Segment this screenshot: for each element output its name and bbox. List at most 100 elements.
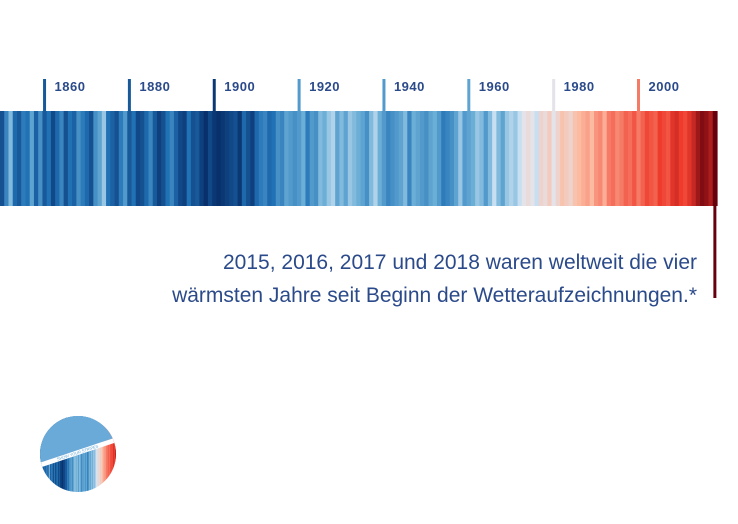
stripe-2004 <box>653 111 659 206</box>
stripe-2010 <box>678 111 684 206</box>
logo-stripe <box>115 416 116 492</box>
caption-line-1: 2015, 2016, 2017 und 2018 waren weltweit… <box>223 251 697 274</box>
stripe-1956 <box>449 111 455 206</box>
logo-stripe <box>97 416 99 492</box>
stripe-1868 <box>76 111 82 206</box>
tick-label-1920: 1920 <box>309 79 340 94</box>
tick-label-1960: 1960 <box>479 79 510 94</box>
logo-stripe <box>113 416 115 492</box>
logo-stripe <box>98 416 99 492</box>
stripe-1974 <box>526 111 531 206</box>
stripe-1948 <box>415 111 421 206</box>
stripes <box>0 111 718 206</box>
stripe-1980 <box>551 111 557 206</box>
logo-stripe <box>92 416 94 492</box>
logo-stripe <box>100 416 101 492</box>
logo-stripe <box>85 416 87 492</box>
stripe-1875 <box>106 111 111 206</box>
stripe-1938 <box>373 111 379 206</box>
stripe-1983 <box>564 111 570 206</box>
stripe-1887 <box>156 111 162 206</box>
stripe-1945 <box>403 111 408 206</box>
logo-stripe <box>105 416 107 492</box>
stripe-1862 <box>50 111 56 206</box>
stripe-1884 <box>144 111 150 206</box>
logo-stripe <box>108 416 109 492</box>
stripe-2001 <box>640 111 646 206</box>
stripe-1933 <box>352 111 357 206</box>
stripe-1964 <box>483 111 489 206</box>
logo-stripe <box>101 416 103 492</box>
stripe-1905 <box>233 111 239 206</box>
stripe-1931 <box>343 111 349 206</box>
stripe-1876 <box>110 111 116 206</box>
stripe-1858 <box>33 111 39 206</box>
stripe-1988 <box>585 111 591 206</box>
stripes-logo: SHOW YOUR STRIPES <box>40 414 118 494</box>
stripe-1923 <box>309 111 315 206</box>
stripe-1853 <box>12 111 18 206</box>
stripe-1872 <box>93 111 99 206</box>
stripe-1852 <box>8 111 14 206</box>
stripe-1917 <box>284 111 290 206</box>
stripe-1857 <box>29 111 35 206</box>
warming-stripes-chart: 1860 1880 1900 1920 1940 1960 1980 2000 <box>0 79 718 298</box>
stripe-1977 <box>538 111 544 206</box>
stripe-2018 <box>712 111 718 206</box>
stripe-1972 <box>517 111 523 206</box>
logo-stripe <box>96 416 98 492</box>
stripe-1863 <box>55 111 60 206</box>
logo-stripe <box>103 416 105 492</box>
logo-stripe <box>94 416 96 492</box>
stripe-1955 <box>445 111 451 206</box>
stripe-1869 <box>80 111 86 206</box>
stripe-1987 <box>581 111 587 206</box>
logo-stripe <box>81 416 83 492</box>
stripe-1882 <box>135 111 141 206</box>
logo-stripe <box>87 416 89 492</box>
logo-stripe <box>94 416 96 492</box>
stripe-1921 <box>301 111 307 206</box>
stripe-1873 <box>97 111 103 206</box>
logo-stripe <box>110 416 112 492</box>
stripe-1897 <box>199 111 205 206</box>
tick-label-1980: 1980 <box>564 79 595 94</box>
stripe-1966 <box>492 111 497 206</box>
stripe-1850 <box>0 111 5 206</box>
stripe-1960 <box>466 111 472 206</box>
logo-stripe <box>107 416 108 492</box>
stripe-2008 <box>670 111 676 206</box>
stripe-1932 <box>347 111 353 206</box>
year-ticks: 1860 1880 1900 1920 1940 1960 1980 2000 <box>43 79 679 111</box>
stripe-1865 <box>63 111 69 206</box>
stripe-2009 <box>674 111 680 206</box>
stripe-1883 <box>140 111 145 206</box>
tick-label-1940: 1940 <box>394 79 425 94</box>
logo-stripe <box>117 414 118 494</box>
logo-stripe <box>113 416 115 492</box>
stripe-2013 <box>691 111 697 206</box>
stripe-1874 <box>101 111 107 206</box>
logo-stripe <box>83 416 85 492</box>
stripe-1885 <box>148 111 154 206</box>
stripe-1927 <box>326 111 332 206</box>
stripe-1864 <box>59 111 65 206</box>
stripe-1968 <box>500 111 506 206</box>
stripe-1999 <box>632 111 637 206</box>
stripe-1985 <box>572 111 578 206</box>
stripe-1961 <box>470 111 476 206</box>
stripe-1904 <box>229 111 234 206</box>
stripe-1894 <box>186 111 192 206</box>
stripe-1925 <box>318 111 324 206</box>
logo-stripe <box>97 416 99 492</box>
stripe-1996 <box>619 111 625 206</box>
stripe-2017 <box>708 111 714 206</box>
logo-stripe <box>110 416 112 492</box>
logo-stripe <box>112 416 114 492</box>
logo-stripe <box>88 416 90 492</box>
logo-stripe <box>82 416 83 492</box>
stripe-1910 <box>254 111 260 206</box>
stripe-1924 <box>313 111 319 206</box>
stripe-1912 <box>263 111 268 206</box>
logo-stripe <box>83 416 85 492</box>
